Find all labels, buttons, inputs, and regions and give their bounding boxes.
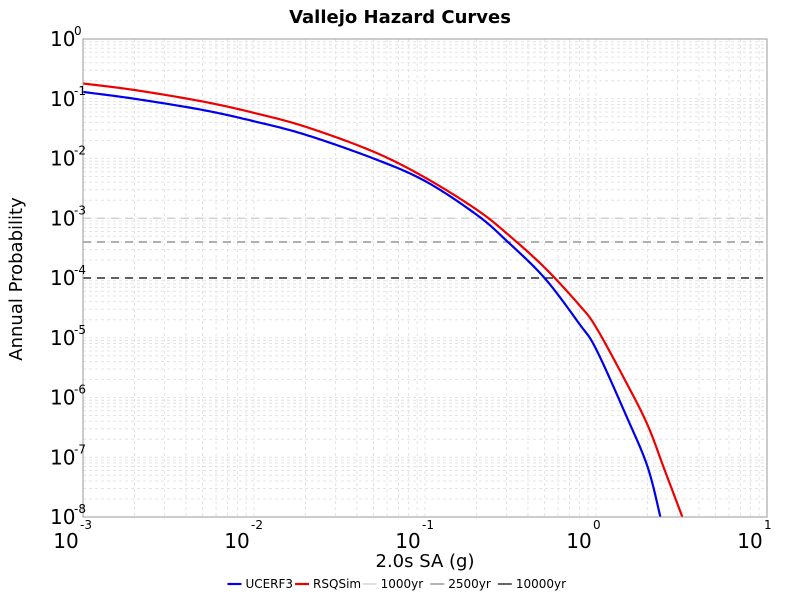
- y-tick-base: 10: [50, 206, 75, 230]
- y-tick-base: 10: [50, 326, 75, 350]
- y-tick-exponent: -6: [74, 383, 86, 397]
- legend-item-2500yr: 2500yr: [430, 577, 491, 591]
- y-tick-exponent: 0: [74, 24, 82, 38]
- y-tick-base: 10: [50, 445, 75, 469]
- y-tick-exponent: -5: [74, 323, 86, 337]
- x-tick-label: 101: [737, 518, 771, 553]
- reference-lines: [83, 217, 767, 279]
- legend-label: RSQSim: [313, 577, 361, 591]
- x-tick-base: 10: [224, 529, 249, 553]
- series-line-rsqsim: [82, 82, 684, 518]
- x-tick-base: 10: [395, 529, 420, 553]
- x-tick-exponent: -1: [422, 518, 434, 532]
- x-tick-base: 10: [53, 529, 78, 553]
- legend: UCERF3 RSQSim 1000yr 2500yr 10000yr: [227, 577, 566, 591]
- y-tick-exponent: -4: [74, 263, 86, 277]
- x-tick-exponent: 0: [593, 518, 601, 532]
- y-axis-label: Annual Probability: [6, 197, 27, 361]
- chart-title: Vallejo Hazard Curves: [289, 7, 511, 28]
- y-tick-exponent: -1: [74, 84, 86, 98]
- legend-label: 10000yr: [516, 577, 566, 591]
- legend-item-ucerf3: UCERF3: [227, 577, 293, 591]
- y-tick-label: 10-3: [50, 203, 86, 230]
- y-tick-exponent: -8: [74, 502, 86, 516]
- legend-item-1000yr: 1000yr: [362, 577, 424, 591]
- y-tick-base: 10: [50, 505, 75, 529]
- x-axis-label: 2.0s SA (g): [376, 551, 475, 572]
- x-tick-exponent: -3: [80, 518, 92, 532]
- y-tick-base: 10: [50, 147, 75, 171]
- y-tick-exponent: -3: [74, 203, 86, 217]
- y-tick-label: 10-5: [50, 323, 86, 350]
- y-tick-label: 10-6: [50, 383, 86, 410]
- x-tick-label: 10-2: [224, 518, 263, 553]
- y-tick-label: 10-8: [50, 502, 86, 529]
- x-tick-base: 10: [737, 529, 762, 553]
- y-tick-base: 10: [50, 266, 75, 290]
- legend-item-10000yr: 10000yr: [497, 577, 566, 591]
- series-group: [82, 82, 684, 518]
- legend-label: 2500yr: [448, 577, 491, 591]
- y-tick-exponent: -7: [74, 442, 86, 456]
- y-tick-label: 10-7: [50, 442, 86, 469]
- y-tick-label: 100: [50, 24, 82, 51]
- x-tick-label: 10-1: [395, 518, 434, 553]
- x-tick-exponent: -2: [251, 518, 263, 532]
- x-tick-label: 100: [566, 518, 600, 553]
- plot-frame: [82, 38, 768, 518]
- y-tick-base: 10: [50, 87, 75, 111]
- legend-item-rsqsim: RSQSim: [295, 577, 361, 591]
- y-tick-label: 10-4: [50, 263, 86, 290]
- y-tick-exponent: -2: [74, 144, 86, 158]
- y-tick-base: 10: [50, 386, 75, 410]
- series-line-ucerf3: [82, 90, 662, 518]
- x-tick-exponent: 1: [764, 518, 772, 532]
- legend-label: 1000yr: [381, 577, 424, 591]
- x-tick-base: 10: [566, 529, 591, 553]
- y-tick-label: 10-2: [50, 144, 86, 171]
- y-tick-base: 10: [50, 27, 75, 51]
- legend-label: UCERF3: [245, 577, 293, 591]
- x-tick-label: 10-3: [53, 518, 92, 553]
- y-tick-label: 10-1: [50, 84, 86, 111]
